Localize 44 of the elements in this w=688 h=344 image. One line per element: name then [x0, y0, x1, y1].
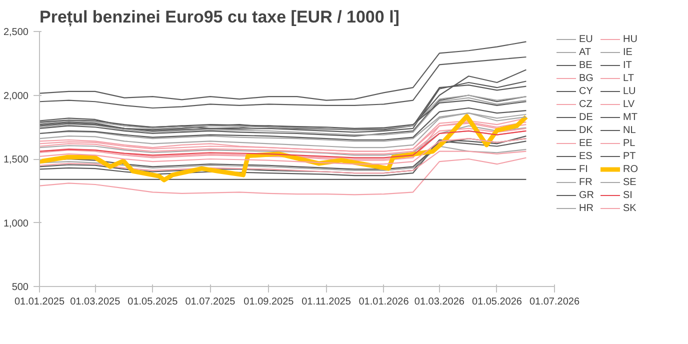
y-tick-label: 2,000 [3, 90, 29, 102]
legend-label: BG [579, 72, 594, 84]
legend-label: CY [579, 85, 594, 97]
legend-label: CZ [579, 98, 594, 110]
legend-label: GR [579, 189, 595, 201]
y-tick-label: 1,000 [3, 218, 29, 230]
legend-label: LU [623, 85, 637, 97]
legend-label: FI [579, 163, 589, 175]
x-tick-label: 01.11.2025 [302, 296, 352, 308]
legend-label: LT [623, 72, 635, 84]
y-tick-label: 2,500 [3, 27, 29, 38]
x-tick-label: 01.03.2025 [70, 296, 121, 308]
legend-label: NL [623, 124, 637, 136]
x-tick-label: 01.01.2025 [14, 296, 65, 308]
y-tick-label: 1,500 [3, 154, 29, 166]
legend-label: LV [623, 98, 636, 110]
legend-label: AT [579, 46, 592, 58]
legend-label: IT [623, 59, 633, 71]
legend-label: SE [623, 176, 638, 188]
x-tick-label: 01.07.2026 [529, 296, 580, 308]
legend-label: BE [579, 59, 594, 71]
x-tick-label: 01.01.2026 [358, 296, 410, 308]
legend-label: ES [579, 150, 594, 162]
legend-label: DE [579, 111, 594, 123]
legend-label: FR [579, 176, 594, 188]
legend-label: EE [579, 137, 594, 149]
y-tick-label: 500 [12, 282, 29, 293]
x-tick-label: 01.07.2025 [185, 296, 236, 308]
legend-label: MT [623, 111, 638, 123]
x-tick-label: 01.05.2025 [128, 296, 178, 308]
x-tick-label: 01.03.2026 [414, 296, 465, 308]
legend-label: PT [623, 150, 637, 162]
x-tick-label: 01.09.2025 [244, 296, 294, 308]
legend-label: RO [623, 163, 639, 175]
chart-title: Prețul benzinei Euro95 cu taxe [EUR / 1000 l] [40, 8, 400, 26]
legend-label: PL [623, 137, 636, 149]
legend-label: EU [579, 33, 594, 45]
legend-label: SI [623, 189, 634, 201]
x-tick-label: 01.05.2026 [472, 296, 522, 308]
legend-label: DK [579, 124, 594, 136]
legend-label: HR [579, 202, 594, 214]
legend-label: SK [623, 202, 638, 214]
legend-label: HU [623, 33, 638, 45]
legend-label: IE [623, 46, 634, 58]
